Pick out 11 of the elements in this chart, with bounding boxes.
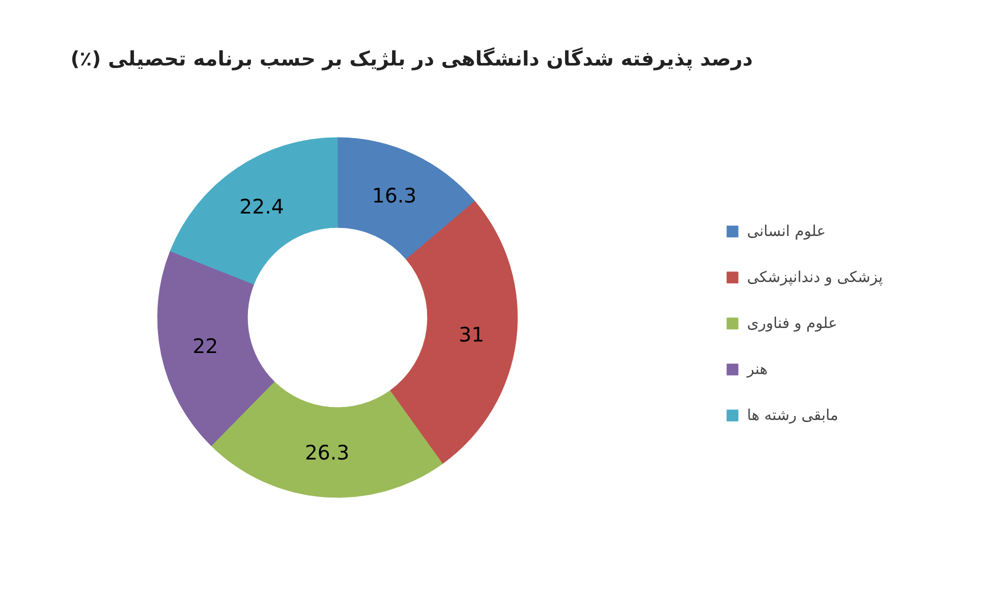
- data-label: 22: [192, 334, 218, 358]
- legend-label: هنر: [747, 359, 768, 379]
- data-label: 26.3: [304, 440, 350, 465]
- data-label: 31: [458, 322, 484, 347]
- data-label: 16.3: [372, 184, 417, 208]
- chart-title: درصد پذیرفته شدگان دانشگاهی در بلژیک بر حسب برنامه تحصیلی (٪): [70, 46, 753, 70]
- legend-label: پزشکی و دندانپزشکی: [747, 267, 883, 287]
- data-label: 22.4: [239, 194, 284, 218]
- legend-label: علوم و فناوری: [747, 313, 838, 333]
- legend-label: علوم انسانی: [747, 221, 826, 241]
- legend-label: مابقی رشته ها: [747, 405, 838, 425]
